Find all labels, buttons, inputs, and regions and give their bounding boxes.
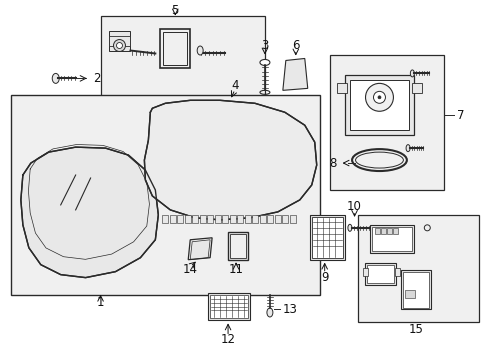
Polygon shape (282, 58, 307, 90)
Bar (184, 215, 190, 223)
Text: 5: 5 (171, 4, 179, 17)
Bar (244, 215, 250, 223)
Ellipse shape (260, 59, 269, 66)
Bar (163, 32, 187, 66)
Bar (329, 55, 443, 190)
Bar (336, 84, 346, 93)
Bar (169, 215, 176, 223)
Text: 10: 10 (346, 201, 361, 213)
Bar (381, 228, 386, 234)
Bar (11, 95, 319, 294)
Ellipse shape (377, 96, 380, 99)
Bar (349, 80, 408, 130)
Bar (252, 215, 258, 223)
Bar (403, 272, 428, 307)
Bar (395, 268, 400, 276)
Ellipse shape (197, 46, 203, 55)
Polygon shape (188, 238, 212, 260)
Text: 6: 6 (291, 39, 299, 52)
Bar (214, 215, 221, 223)
Text: 8: 8 (328, 157, 336, 170)
Bar (192, 215, 198, 223)
Ellipse shape (347, 224, 351, 231)
Bar (227, 232, 247, 260)
Bar (311, 217, 342, 258)
Text: 11: 11 (228, 263, 243, 276)
Bar (237, 215, 243, 223)
Bar (222, 215, 228, 223)
Bar (207, 215, 213, 223)
Ellipse shape (266, 308, 272, 317)
Bar (259, 215, 265, 223)
Bar (200, 215, 205, 223)
Text: 3: 3 (261, 39, 268, 52)
Bar (101, 15, 264, 100)
Bar (344, 75, 413, 135)
Bar (160, 28, 190, 68)
Ellipse shape (365, 84, 393, 111)
Bar (366, 265, 394, 283)
Bar (289, 215, 295, 223)
Text: 7: 7 (456, 109, 464, 122)
Bar (405, 289, 414, 298)
Polygon shape (21, 147, 158, 278)
Text: 12: 12 (220, 333, 235, 346)
Bar (357, 215, 478, 323)
Bar (309, 215, 344, 260)
Ellipse shape (116, 42, 122, 49)
Text: 1: 1 (97, 296, 104, 309)
Text: 4: 4 (231, 79, 238, 92)
Bar (108, 31, 130, 50)
Bar (375, 228, 380, 234)
Bar (393, 228, 398, 234)
Bar (274, 215, 280, 223)
Bar (229, 234, 245, 258)
Polygon shape (144, 100, 316, 220)
Bar (267, 215, 273, 223)
Bar (210, 294, 247, 319)
Bar (362, 268, 367, 276)
Text: 2: 2 (93, 72, 101, 85)
Bar (386, 228, 392, 234)
Bar (282, 215, 288, 223)
Ellipse shape (409, 70, 413, 77)
Text: 15: 15 (408, 323, 423, 336)
Ellipse shape (405, 145, 409, 152)
Ellipse shape (373, 91, 385, 103)
Bar (371, 227, 411, 251)
Bar (108, 36, 130, 45)
Ellipse shape (52, 73, 59, 84)
Bar (229, 215, 235, 223)
Bar (208, 293, 249, 320)
Bar (369, 225, 413, 253)
Bar (411, 84, 422, 93)
Ellipse shape (113, 40, 125, 51)
Text: 14: 14 (183, 263, 197, 276)
Bar (162, 215, 168, 223)
Bar (364, 263, 396, 285)
Text: 13: 13 (282, 303, 297, 316)
Bar (177, 215, 183, 223)
Text: 9: 9 (320, 271, 328, 284)
Bar (401, 270, 430, 310)
